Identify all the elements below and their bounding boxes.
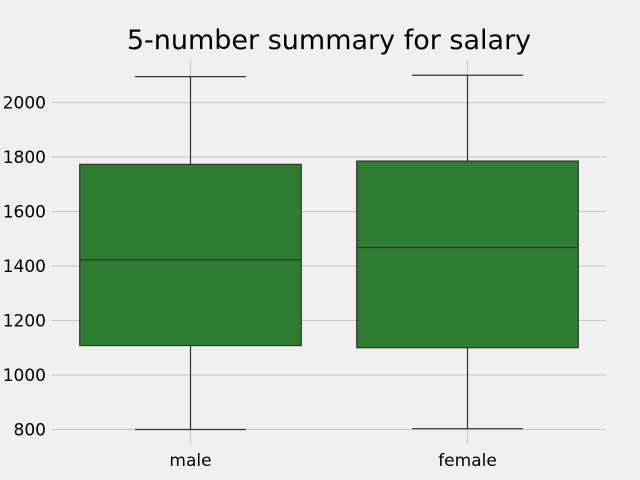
iqr-box [356, 160, 579, 349]
box-female [356, 74, 579, 430]
chart-title: 5-number summary for salary [127, 25, 531, 56]
y-tick-label: 2000 [3, 94, 46, 114]
x-tick-label: male [169, 451, 211, 471]
y-tick-label: 1400 [3, 257, 46, 277]
y-tick-label: 1200 [3, 312, 46, 332]
iqr-box [79, 163, 302, 347]
y-tick-label: 1600 [3, 203, 46, 223]
y-axis-ticks: 800 1000 1200 1400 1600 1800 2000 [3, 94, 46, 441]
y-tick-label: 1800 [3, 148, 46, 168]
x-tick-label: female [438, 451, 497, 471]
y-tick-label: 1000 [3, 366, 46, 386]
box-male [79, 76, 302, 431]
x-axis-ticks: male female [169, 451, 496, 471]
box-plot-series [79, 74, 579, 431]
y-tick-label: 800 [14, 421, 46, 441]
